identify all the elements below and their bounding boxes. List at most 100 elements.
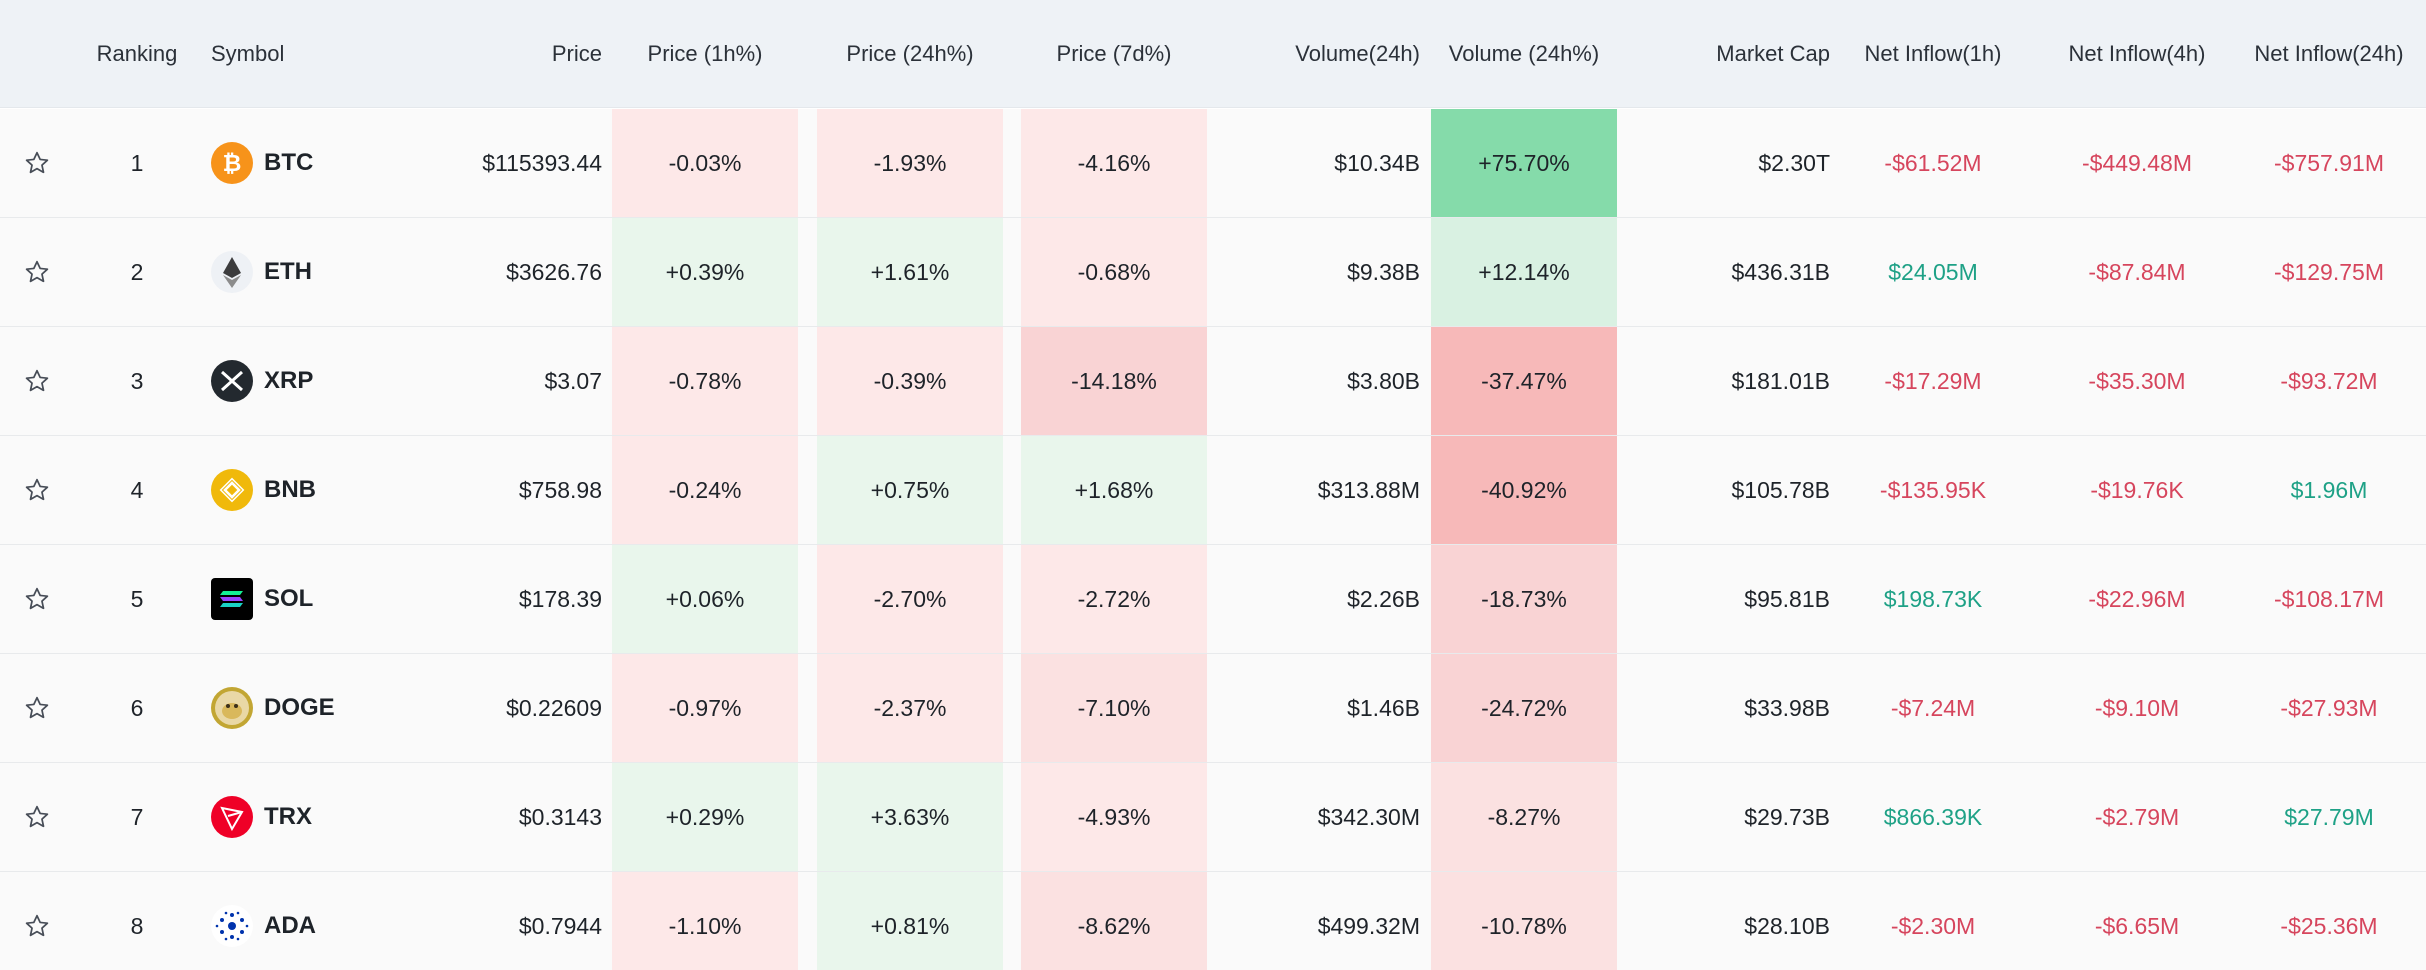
rank-value: 3	[130, 368, 144, 394]
price-24h-cell-bg	[817, 218, 1003, 326]
header-ranking[interactable]: Ranking	[96, 41, 178, 66]
volume-24h-value: $10.34B	[1334, 150, 1420, 176]
price-1h-cell-bg	[612, 218, 798, 326]
price-24h-cell-bg	[817, 545, 1003, 653]
table-row[interactable]: 1 ₿ BTC $115393.44 -0.03% -1.93% -4.16% …	[0, 109, 2426, 218]
market-cap-value: $105.78B	[1731, 477, 1830, 503]
net-inflow-24h-value: -$129.75M	[2274, 259, 2384, 285]
bnb-icon	[211, 469, 253, 511]
price-value: $178.39	[518, 586, 602, 612]
table-row[interactable]: 8 ADA $0.7944 -1.10% +0.81% -8.62% $499.…	[0, 872, 2426, 970]
rank-value: 7	[130, 804, 144, 830]
volume-change-cell-bg	[1431, 327, 1617, 435]
header-price-1h[interactable]: Price (1h%)	[647, 41, 763, 66]
price-value: $0.3143	[518, 804, 602, 830]
header-volume-24h[interactable]: Volume(24h)	[1295, 41, 1420, 66]
volume-24h-value: $3.80B	[1347, 368, 1420, 394]
price-7d-cell-bg	[1021, 109, 1207, 217]
price-24h-value: -2.37%	[873, 695, 947, 721]
table-row[interactable]: 2 ETH $3626.76 +0.39% +1.61% -0.68% $9.3…	[0, 218, 2426, 327]
coin-symbol[interactable]: TRX	[264, 803, 312, 830]
price-1h-value: -0.97%	[668, 695, 742, 721]
price-1h-value: +0.39%	[665, 259, 745, 285]
price-value: $758.98	[518, 477, 602, 503]
price-1h-value: -0.78%	[668, 368, 742, 394]
price-7d-value: -7.10%	[1077, 695, 1151, 721]
header-price-7d[interactable]: Price (7d%)	[1056, 41, 1172, 66]
coin-symbol[interactable]: XRP	[264, 367, 314, 394]
header-price[interactable]: Price	[551, 41, 602, 66]
table-row[interactable]: 5 SOL $178.39 +0.06% -2.70% -2.72% $2.26…	[0, 545, 2426, 654]
favorite-star-icon[interactable]	[24, 913, 50, 939]
coin-symbol[interactable]: DOGE	[264, 694, 335, 721]
favorite-star-icon[interactable]	[24, 477, 50, 503]
net-inflow-1h-value: -$135.95K	[1879, 477, 1987, 503]
price-7d-cell-bg	[1021, 436, 1207, 544]
net-inflow-24h-value: -$93.72M	[2280, 368, 2378, 394]
net-inflow-4h-value: -$19.76K	[2090, 477, 2184, 503]
volume-change-24h-value: +75.70%	[1478, 150, 1570, 176]
favorite-star-icon[interactable]	[24, 150, 50, 176]
header-market-cap[interactable]: Market Cap	[1716, 41, 1830, 66]
header-symbol[interactable]: Symbol	[211, 41, 285, 66]
coin-symbol[interactable]: SOL	[264, 585, 314, 612]
header-volume-change-24h[interactable]: Volume (24h%)	[1448, 41, 1600, 66]
volume-24h-value: $1.46B	[1347, 695, 1420, 721]
table-row[interactable]: 6 DOGE $0.22609 -0.97% -2.37% -7.10% $1.…	[0, 654, 2426, 763]
price-1h-value: +0.06%	[665, 586, 745, 612]
header-net-inflow-1h[interactable]: Net Inflow(1h)	[1864, 41, 2002, 66]
market-cap-value: $181.01B	[1731, 368, 1830, 394]
rank-value: 5	[130, 586, 144, 612]
favorite-star-icon[interactable]	[24, 695, 50, 721]
net-inflow-4h-value: -$87.84M	[2088, 259, 2186, 285]
coin-symbol[interactable]: BNB	[264, 476, 316, 503]
volume-change-cell-bg	[1431, 436, 1617, 544]
cardano-icon	[211, 905, 253, 947]
table-row[interactable]: 7 TRX $0.3143 +0.29% +3.63% -4.93% $342.…	[0, 763, 2426, 872]
volume-change-cell-bg	[1431, 545, 1617, 653]
net-inflow-1h-value: -$17.29M	[1884, 368, 1982, 394]
favorite-star-icon[interactable]	[24, 368, 50, 394]
price-value: $3.07	[544, 368, 602, 394]
table-row[interactable]: 4 BNB $758.98 -0.24% +0.75% +1.68% $313.…	[0, 436, 2426, 545]
price-24h-value: -1.93%	[873, 150, 947, 176]
net-inflow-4h-value: -$449.48M	[2082, 150, 2192, 176]
price-value: $0.7944	[518, 913, 602, 939]
volume-change-24h-value: -18.73%	[1481, 586, 1567, 612]
market-cap-value: $2.30T	[1758, 150, 1830, 176]
header-price-24h[interactable]: Price (24h%)	[846, 41, 974, 66]
svg-text:₿: ₿	[223, 151, 242, 177]
header-net-inflow-4h[interactable]: Net Inflow(4h)	[2068, 41, 2206, 66]
rank-value: 8	[130, 913, 144, 939]
volume-24h-value: $499.32M	[1317, 913, 1420, 939]
net-inflow-24h-value: -$27.93M	[2280, 695, 2378, 721]
table-row[interactable]: 3 XRP $3.07 -0.78% -0.39% -14.18% $3.80B…	[0, 327, 2426, 436]
price-value: $115393.44	[482, 150, 602, 176]
volume-change-24h-value: -24.72%	[1481, 695, 1567, 721]
price-7d-value: +1.68%	[1074, 477, 1154, 503]
market-cap-value: $436.31B	[1731, 259, 1830, 285]
favorite-star-icon[interactable]	[24, 586, 50, 612]
price-1h-cell-bg	[612, 545, 798, 653]
market-cap-value: $29.73B	[1744, 804, 1830, 830]
coin-symbol[interactable]: ADA	[264, 912, 316, 939]
header-net-inflow-24h[interactable]: Net Inflow(24h)	[2254, 41, 2404, 66]
price-value: $3626.76	[506, 259, 602, 285]
tron-icon	[211, 796, 253, 838]
favorite-star-icon[interactable]	[24, 804, 50, 830]
price-7d-value: -4.93%	[1077, 804, 1151, 830]
net-inflow-24h-value: $1.96M	[2290, 477, 2368, 503]
net-inflow-1h-value: $198.73K	[1883, 586, 1983, 612]
coin-symbol[interactable]: BTC	[264, 149, 314, 176]
price-7d-value: -4.16%	[1077, 150, 1151, 176]
rank-value: 2	[130, 259, 144, 285]
net-inflow-1h-value: -$7.24M	[1890, 695, 1976, 721]
volume-change-24h-value: -8.27%	[1487, 804, 1561, 830]
price-7d-value: -8.62%	[1077, 913, 1151, 939]
coin-symbol[interactable]: ETH	[264, 258, 312, 285]
volume-24h-value: $342.30M	[1317, 804, 1420, 830]
volume-24h-value: $313.88M	[1317, 477, 1420, 503]
net-inflow-24h-value: -$108.17M	[2274, 586, 2384, 612]
favorite-star-icon[interactable]	[24, 259, 50, 285]
price-1h-value: -0.03%	[668, 150, 742, 176]
